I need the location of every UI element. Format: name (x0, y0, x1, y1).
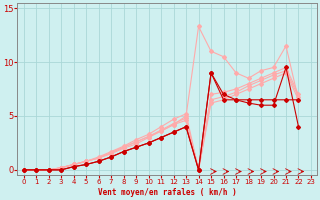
X-axis label: Vent moyen/en rafales ( km/h ): Vent moyen/en rafales ( km/h ) (98, 188, 237, 197)
